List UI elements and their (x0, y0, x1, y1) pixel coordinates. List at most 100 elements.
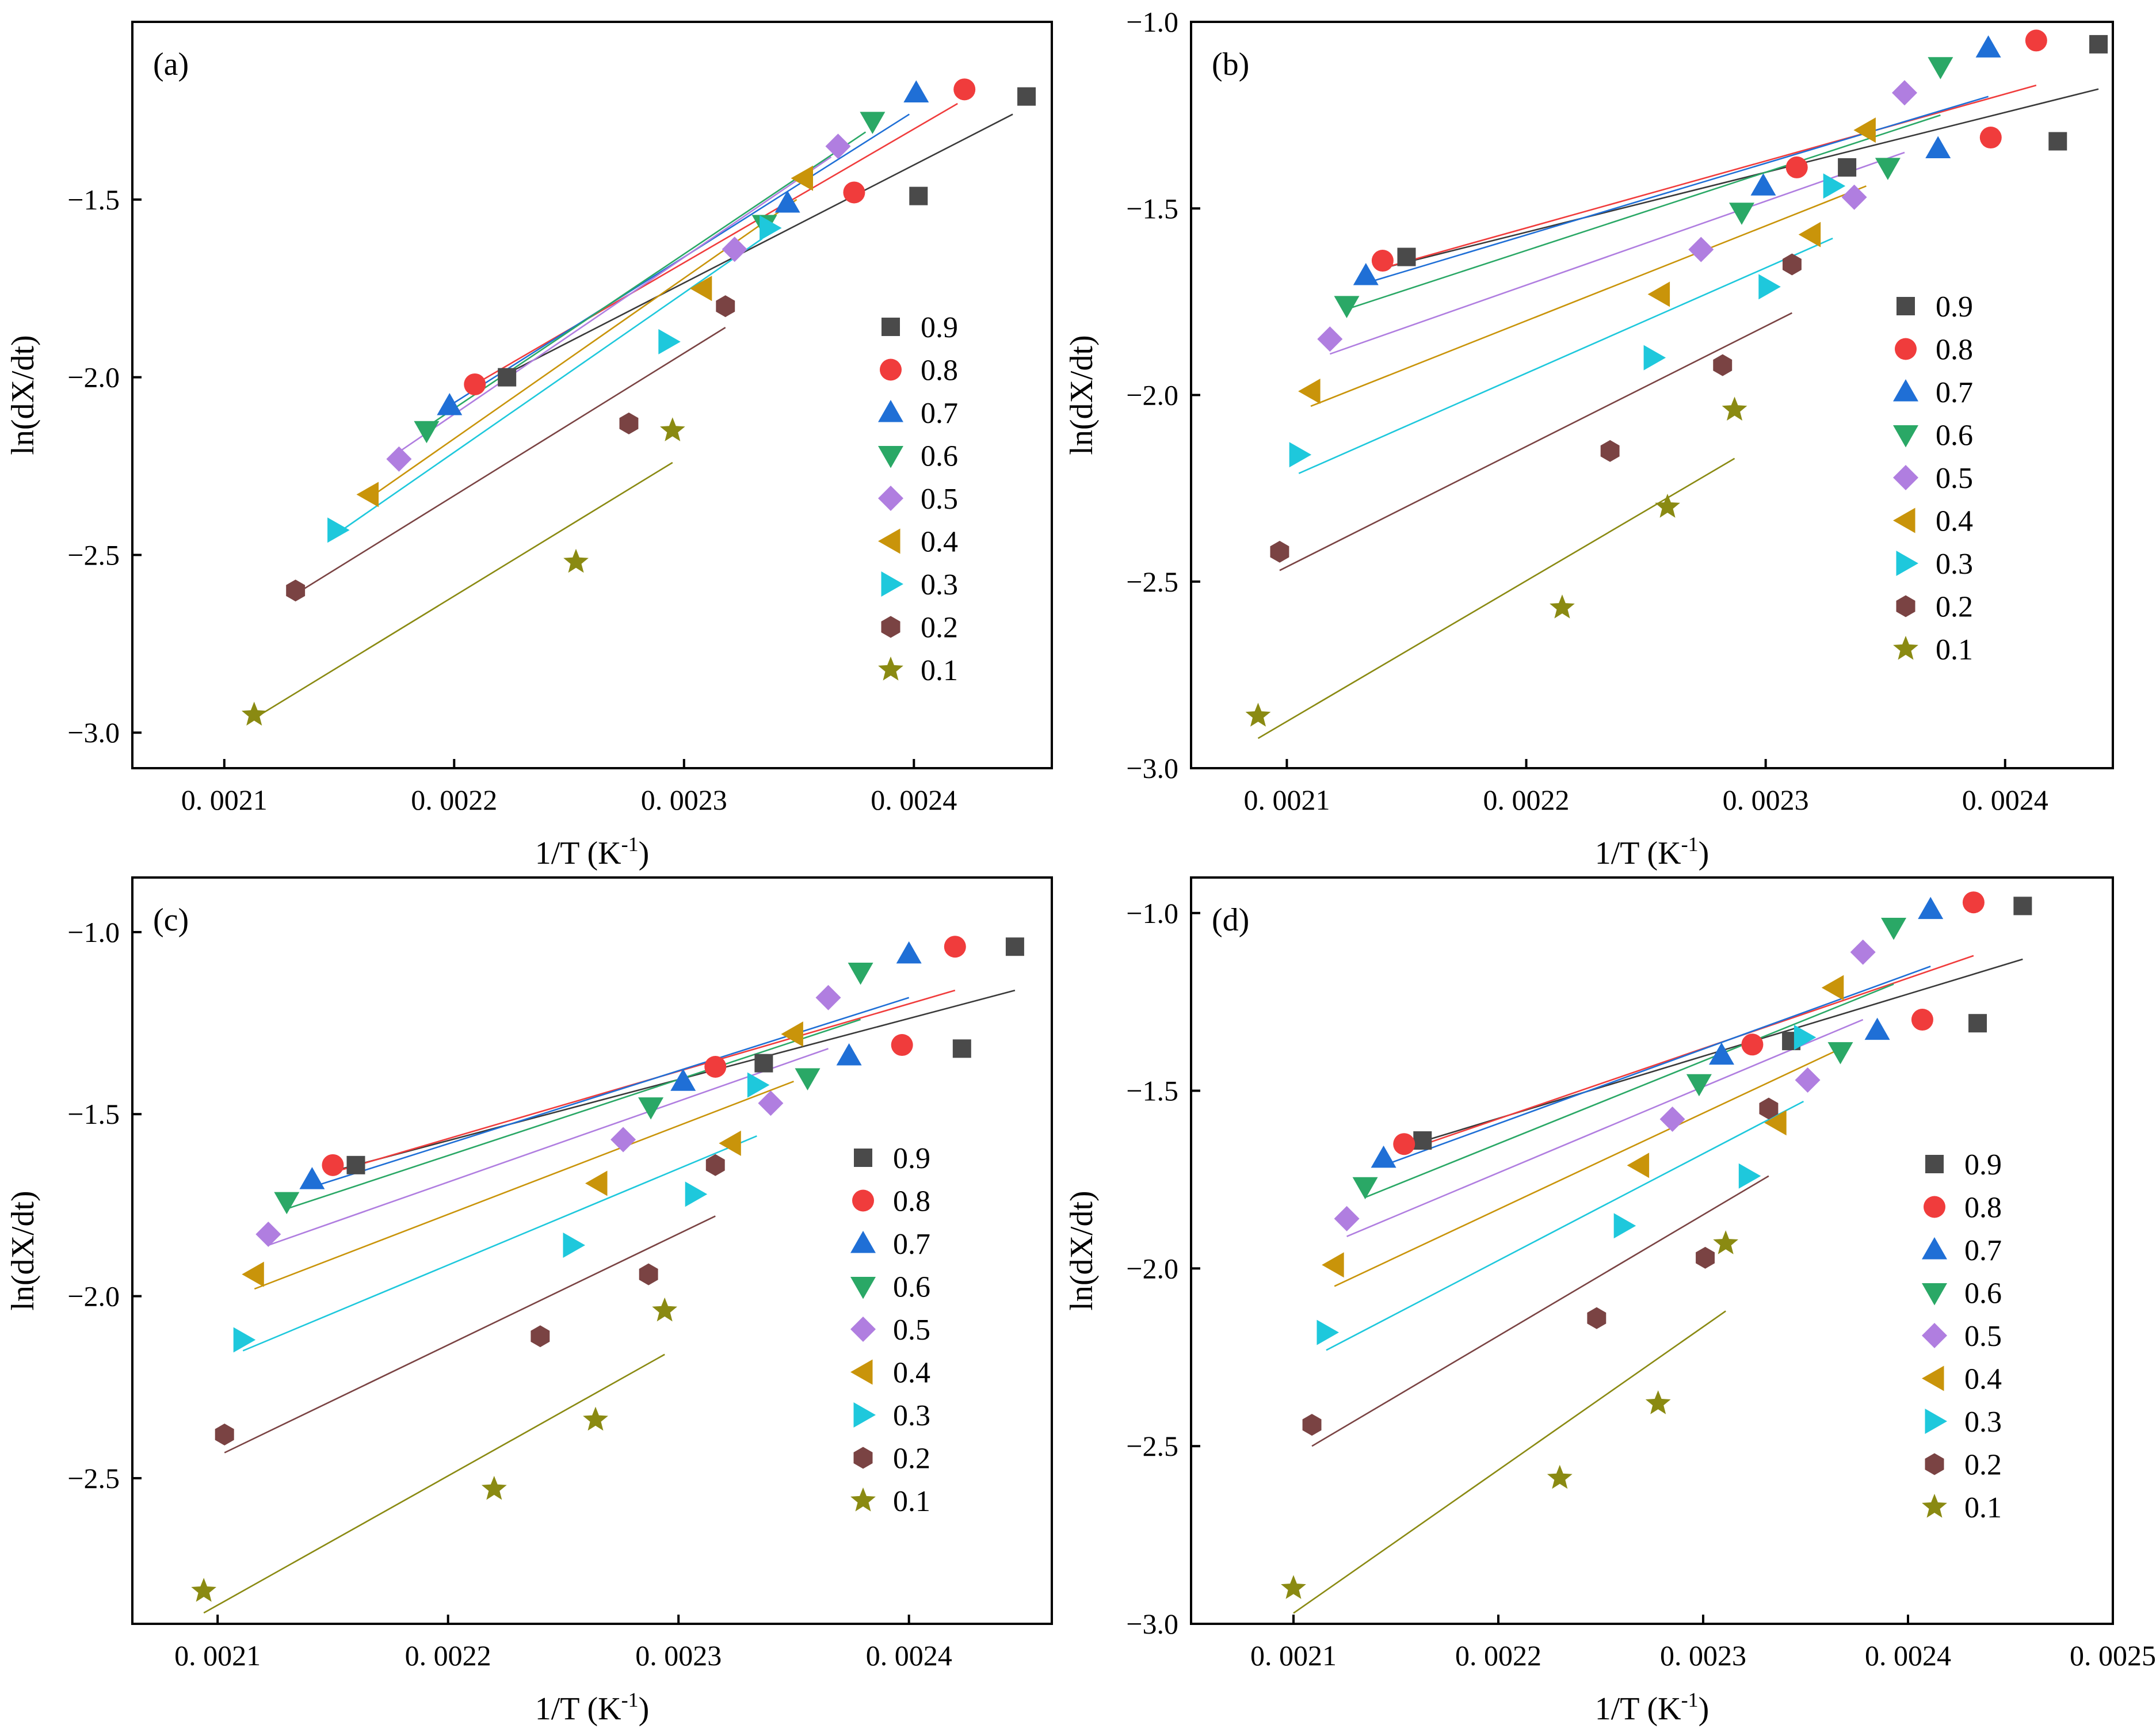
legend-label: 0.5 (893, 1314, 930, 1346)
legend-marker-0.9 (1925, 1155, 1944, 1173)
data-point-0.2 (705, 1154, 725, 1176)
x-tick-label: 0. 0022 (411, 784, 497, 816)
data-point-0.1 (563, 548, 589, 573)
legend: 0.9 0.8 0.7 0.6 0.5 0.4 0.3 0.2 0.1 (850, 1142, 930, 1518)
fit-line-0.8 (1403, 955, 1974, 1152)
legend-marker-0.7 (1922, 1237, 1947, 1260)
y-tick-label: −2.0 (67, 361, 120, 394)
data-point-0.2 (619, 412, 639, 434)
legend-label: 0.7 (1936, 376, 1973, 409)
data-point-0.8 (464, 373, 486, 395)
legend-label: 0.3 (1936, 548, 1973, 581)
fit-line-0.6 (1346, 114, 1941, 310)
data-point-0.6 (1334, 296, 1360, 318)
data-point-0.3 (685, 1181, 708, 1207)
legend-marker-0.6 (850, 1277, 876, 1299)
x-axis-title: 1/T (K-1) (1595, 1688, 1709, 1727)
legend-label: 0.8 (921, 354, 958, 387)
data-point-0.8 (1785, 156, 1808, 178)
panel-c: 0. 0021 0. 0022 0. 0023 0. 0024 −2.5 −2.0 −1.5… (5, 876, 1053, 1727)
fit-line-0.3 (242, 1135, 757, 1352)
data-point-0.8 (2025, 29, 2047, 52)
fit-line-0.5 (268, 1048, 829, 1246)
data-point-0.4 (356, 482, 379, 508)
data-point-0.7 (836, 1043, 862, 1066)
data-point-0.1 (1547, 1464, 1573, 1489)
legend-label: 0.8 (893, 1185, 930, 1218)
data-point-0.3 (1738, 1163, 1761, 1189)
legend-label: 0.2 (1936, 591, 1973, 624)
legend-label: 0.7 (893, 1228, 930, 1261)
fit-line-0.5 (398, 156, 832, 453)
data-point-0.9 (1005, 937, 1024, 956)
data-point-0.3 (233, 1327, 256, 1353)
data-point-0.8 (1371, 250, 1394, 272)
x-tick-label: 0. 0021 (174, 1639, 261, 1672)
data-point-0.2 (1270, 540, 1289, 563)
legend-marker-0.7 (850, 1231, 876, 1253)
legend-marker-0.7 (878, 400, 903, 422)
data-point-0.7 (774, 190, 800, 213)
data-point-0.4 (1322, 1252, 1344, 1278)
legend-label: 0.3 (893, 1399, 930, 1432)
legend-label: 0.5 (921, 483, 958, 516)
fit-line-0.2 (1311, 1175, 1769, 1447)
data-point-0.6 (638, 1097, 664, 1120)
data-point-0.6 (1881, 918, 1907, 940)
data-point-0.9 (2089, 35, 2108, 54)
data-point-0.9 (1968, 1014, 1987, 1033)
data-point-0.9 (2048, 132, 2067, 151)
x-tick-label: 0. 0021 (1243, 784, 1330, 816)
data-point-0.6 (795, 1068, 821, 1090)
legend-marker-0.8 (1924, 1196, 1945, 1218)
data-point-0.5 (825, 133, 851, 159)
legend-marker-0.6 (878, 446, 903, 468)
data-point-0.2 (1600, 440, 1620, 462)
legend: 0.9 0.8 0.7 0.6 0.5 0.4 0.3 0.2 0.1 (1893, 291, 1973, 666)
y-axis-title: ln(dX/dt) (1064, 335, 1100, 455)
legend-marker-0.2 (1896, 595, 1915, 617)
data-point-0.1 (583, 1406, 608, 1431)
legend-marker-0.2 (853, 1447, 873, 1469)
data-point-0.1 (1245, 703, 1271, 727)
data-point-0.2 (639, 1263, 658, 1285)
data-point-0.6 (1928, 57, 1953, 79)
legend-marker-0.1 (1893, 636, 1918, 660)
legend-marker-0.9 (1896, 297, 1915, 315)
data-point-0.5 (1850, 939, 1876, 965)
legend-marker-0.5 (1922, 1323, 1947, 1348)
legend-label: 0.7 (921, 397, 958, 430)
data-point-0.8 (1741, 1033, 1764, 1056)
y-tick-label: −2.0 (1126, 379, 1178, 411)
data-point-0.3 (1613, 1213, 1636, 1239)
y-tick-label: −3.0 (1126, 752, 1178, 784)
data-point-0.9 (346, 1155, 365, 1174)
y-tick-label: −3.0 (1126, 1608, 1178, 1640)
fit-line-0.9 (1382, 88, 2099, 269)
data-point-0.3 (1794, 1024, 1817, 1050)
panel-a: 0. 0021 0. 0022 0. 0023 0. 0024 −3.0 −2.5 −2.0… (5, 21, 1053, 871)
data-point-0.2 (1783, 253, 1802, 276)
legend-marker-0.1 (1922, 1494, 1947, 1518)
data-point-0.8 (322, 1154, 344, 1176)
fit-line-0.7 (311, 997, 910, 1188)
legend-marker-0.3 (1925, 1409, 1947, 1434)
data-point-0.7 (1975, 35, 2001, 58)
data-point-0.8 (1979, 127, 2002, 149)
data-point-0.4 (1798, 222, 1821, 247)
data-point-0.4 (1627, 1153, 1650, 1178)
legend-marker-0.1 (878, 657, 903, 681)
fit-line-0.1 (1293, 1310, 1726, 1614)
data-point-0.4 (1821, 975, 1844, 1001)
data-point-0.9 (952, 1039, 971, 1058)
legend-marker-0.3 (881, 571, 903, 597)
legend-label: 0.8 (1964, 1192, 2002, 1224)
legend-marker-0.4 (850, 1359, 873, 1385)
data-point-0.7 (670, 1069, 696, 1091)
panel-b: 0. 0021 0. 0022 0. 0023 0. 0024 −3.0 −2.5 −2.0… (1064, 6, 2114, 871)
data-point-0.5 (255, 1222, 281, 1247)
fit-line-0.2 (1279, 312, 1793, 571)
legend-label: 0.4 (1964, 1363, 2002, 1396)
legend-label: 0.5 (1936, 462, 1973, 495)
